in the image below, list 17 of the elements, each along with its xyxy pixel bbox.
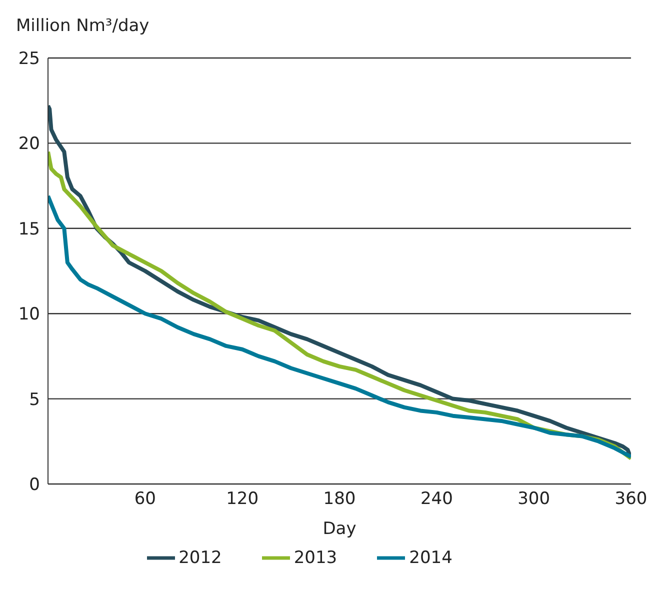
x-axis-title: Day	[322, 519, 356, 539]
x-tick-label: 180	[323, 489, 356, 510]
x-tick-label: 360	[614, 489, 648, 510]
x-tick-label: 60	[134, 489, 156, 510]
legend-label: 2012	[178, 548, 222, 568]
y-tick-label: 25	[18, 49, 40, 70]
y-tick-label: 15	[18, 219, 40, 240]
x-tick-label: 120	[226, 489, 259, 510]
y-tick-label: 20	[18, 134, 40, 154]
y-tick-label: 5	[29, 390, 40, 410]
legend-label: 2013	[294, 548, 338, 568]
y-tick-label: 0	[29, 475, 40, 496]
y-axis-title: Million Nm³/day	[16, 16, 150, 36]
y-tick-label: 10	[18, 304, 40, 325]
x-tick-label: 240	[420, 489, 453, 510]
x-tick-label: 300	[518, 489, 550, 510]
legend-label: 2014	[409, 548, 452, 568]
